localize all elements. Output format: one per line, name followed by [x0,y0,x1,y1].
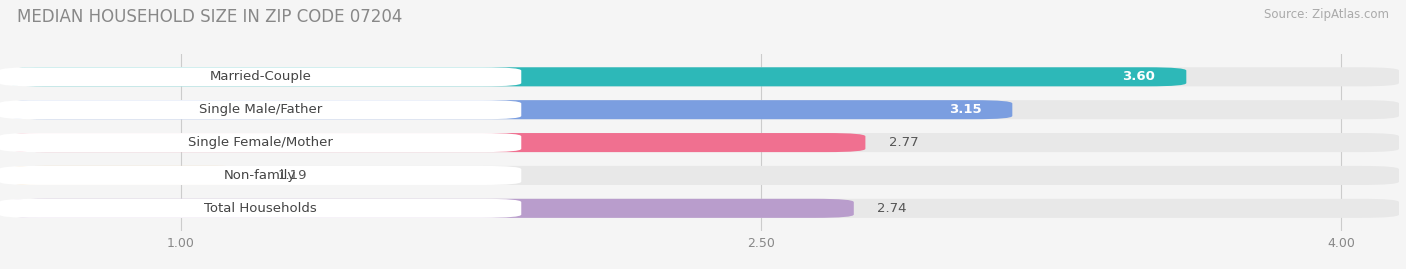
FancyBboxPatch shape [7,100,1012,119]
Text: Married-Couple: Married-Couple [209,70,311,83]
FancyBboxPatch shape [0,133,522,152]
Text: Source: ZipAtlas.com: Source: ZipAtlas.com [1264,8,1389,21]
Text: Single Female/Mother: Single Female/Mother [188,136,333,149]
Text: Non-family: Non-family [224,169,297,182]
FancyBboxPatch shape [7,133,1399,152]
FancyBboxPatch shape [0,67,522,86]
FancyBboxPatch shape [7,100,1399,119]
FancyBboxPatch shape [7,67,1399,86]
FancyBboxPatch shape [0,166,522,185]
Text: Single Male/Father: Single Male/Father [198,103,322,116]
Text: 2.77: 2.77 [889,136,918,149]
FancyBboxPatch shape [7,199,1399,218]
FancyBboxPatch shape [7,199,853,218]
Text: Total Households: Total Households [204,202,316,215]
FancyBboxPatch shape [7,166,254,185]
Text: 1.19: 1.19 [278,169,307,182]
FancyBboxPatch shape [7,166,1399,185]
FancyBboxPatch shape [7,133,865,152]
Text: MEDIAN HOUSEHOLD SIZE IN ZIP CODE 07204: MEDIAN HOUSEHOLD SIZE IN ZIP CODE 07204 [17,8,402,26]
Text: 3.60: 3.60 [1122,70,1156,83]
FancyBboxPatch shape [0,199,522,218]
FancyBboxPatch shape [7,67,1187,86]
FancyBboxPatch shape [0,100,522,119]
Text: 2.74: 2.74 [877,202,907,215]
Text: 3.15: 3.15 [949,103,981,116]
